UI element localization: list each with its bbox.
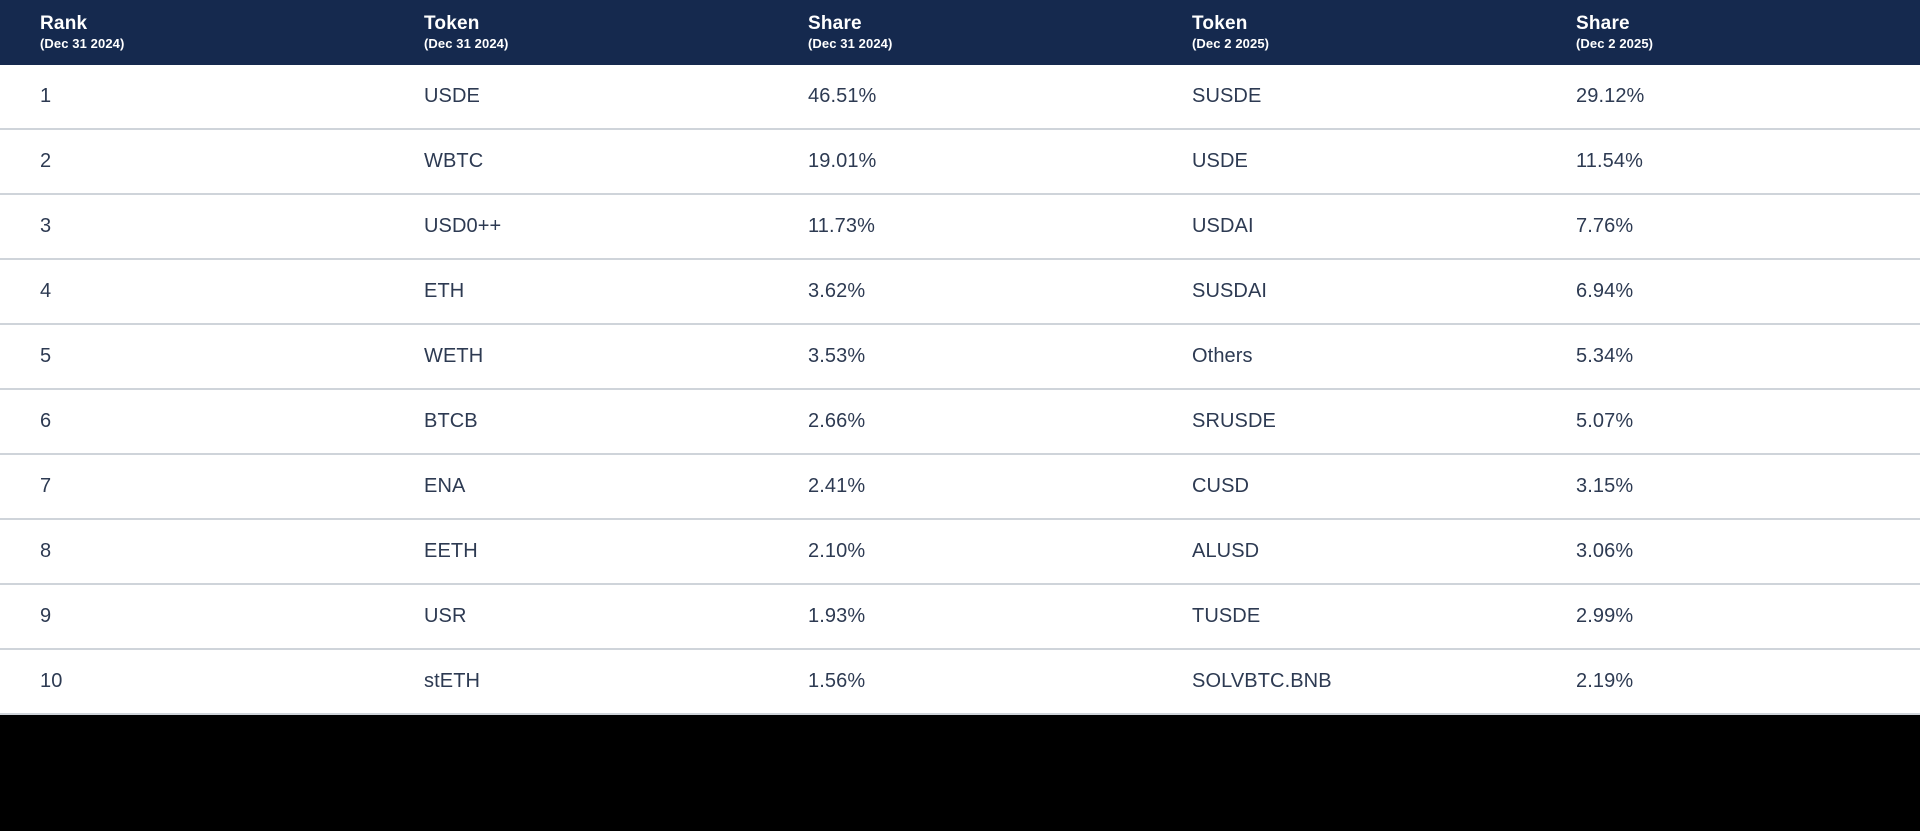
column-header-rank: Rank (Dec 31 2024)	[0, 13, 384, 52]
cell-rank: 4	[40, 280, 52, 302]
cell-share-2025: 29.12%	[1576, 85, 1645, 107]
cell-token-2024: ETH	[424, 280, 465, 302]
cell-share-2024: 1.56%	[808, 670, 866, 692]
cell-share-2025: 2.19%	[1576, 670, 1634, 692]
cell-rank: 2	[40, 150, 52, 172]
column-header-label: Share	[808, 13, 862, 35]
column-header-token-2025: Token (Dec 2 2025)	[1152, 13, 1536, 52]
cell-share-2025: 2.99%	[1576, 605, 1634, 627]
bottom-black-bar	[0, 715, 1920, 831]
cell-share-2024: 11.73%	[808, 215, 875, 237]
cell-token-2025: Others	[1192, 345, 1253, 367]
cell-rank: 8	[40, 540, 52, 562]
column-header-label: Rank	[40, 13, 88, 35]
column-header-sublabel: (Dec 31 2024)	[808, 35, 893, 51]
cell-token-2025: ALUSD	[1192, 540, 1260, 562]
column-header-share-2024: Share (Dec 31 2024)	[768, 13, 1152, 52]
token-share-table: Rank (Dec 31 2024) Token (Dec 31 2024) S…	[0, 0, 1920, 715]
cell-share-2025: 11.54%	[1576, 150, 1643, 172]
column-header-share-2025: Share (Dec 2 2025)	[1536, 13, 1920, 52]
cell-token-2024: USR	[424, 605, 467, 627]
column-header-sublabel: (Dec 2 2025)	[1192, 35, 1270, 51]
table-row: 10 stETH 1.56% SOLVBTC.BNB 2.19%	[0, 650, 1920, 715]
cell-token-2025: SOLVBTC.BNB	[1192, 670, 1332, 692]
cell-share-2025: 7.76%	[1576, 215, 1634, 237]
cell-rank: 1	[40, 85, 52, 107]
cell-token-2024: stETH	[424, 670, 481, 692]
cell-token-2024: ENA	[424, 475, 466, 497]
cell-share-2025: 5.07%	[1576, 410, 1634, 432]
cell-share-2024: 3.62%	[808, 280, 866, 302]
cell-share-2024: 2.66%	[808, 410, 866, 432]
cell-share-2025: 6.94%	[1576, 280, 1634, 302]
cell-token-2024: USD0++	[424, 215, 502, 237]
column-header-sublabel: (Dec 2 2025)	[1576, 35, 1654, 51]
cell-token-2025: USDE	[1192, 150, 1248, 172]
cell-share-2024: 2.41%	[808, 475, 866, 497]
table-header: Rank (Dec 31 2024) Token (Dec 31 2024) S…	[0, 0, 1920, 65]
cell-rank: 7	[40, 475, 52, 497]
cell-token-2025: SRUSDE	[1192, 410, 1276, 432]
column-header-sublabel: (Dec 31 2024)	[40, 35, 125, 51]
column-header-label: Share	[1576, 13, 1630, 35]
cell-token-2024: USDE	[424, 85, 480, 107]
table-row: 3 USD0++ 11.73% USDAI 7.76%	[0, 195, 1920, 260]
cell-share-2025: 3.15%	[1576, 475, 1634, 497]
table-row: 9 USR 1.93% TUSDE 2.99%	[0, 585, 1920, 650]
table-row: 2 WBTC 19.01% USDE 11.54%	[0, 130, 1920, 195]
column-header-token-2024: Token (Dec 31 2024)	[384, 13, 768, 52]
cell-token-2024: BTCB	[424, 410, 478, 432]
cell-share-2025: 3.06%	[1576, 540, 1634, 562]
cell-share-2024: 2.10%	[808, 540, 866, 562]
cell-share-2024: 1.93%	[808, 605, 866, 627]
table-row: 6 BTCB 2.66% SRUSDE 5.07%	[0, 390, 1920, 455]
cell-rank: 5	[40, 345, 52, 367]
cell-token-2025: USDAI	[1192, 215, 1254, 237]
table-row: 8 EETH 2.10% ALUSD 3.06%	[0, 520, 1920, 585]
cell-token-2025: CUSD	[1192, 475, 1250, 497]
cell-share-2024: 3.53%	[808, 345, 866, 367]
cell-rank: 6	[40, 410, 52, 432]
cell-token-2024: WETH	[424, 345, 484, 367]
table-row: 7 ENA 2.41% CUSD 3.15%	[0, 455, 1920, 520]
cell-token-2024: EETH	[424, 540, 478, 562]
table-row: 5 WETH 3.53% Others 5.34%	[0, 325, 1920, 390]
column-header-label: Token	[424, 13, 480, 35]
table-row: 4 ETH 3.62% SUSDAI 6.94%	[0, 260, 1920, 325]
cell-token-2025: SUSDAI	[1192, 280, 1268, 302]
column-header-sublabel: (Dec 31 2024)	[424, 35, 509, 51]
cell-token-2024: WBTC	[424, 150, 484, 172]
table-row: 1 USDE 46.51% SUSDE 29.12%	[0, 65, 1920, 130]
cell-rank: 10	[40, 670, 63, 692]
cell-rank: 3	[40, 215, 52, 237]
cell-share-2024: 46.51%	[808, 85, 877, 107]
column-header-label: Token	[1192, 13, 1248, 35]
cell-rank: 9	[40, 605, 52, 627]
cell-share-2025: 5.34%	[1576, 345, 1634, 367]
cell-token-2025: SUSDE	[1192, 85, 1262, 107]
cell-token-2025: TUSDE	[1192, 605, 1261, 627]
cell-share-2024: 19.01%	[808, 150, 877, 172]
